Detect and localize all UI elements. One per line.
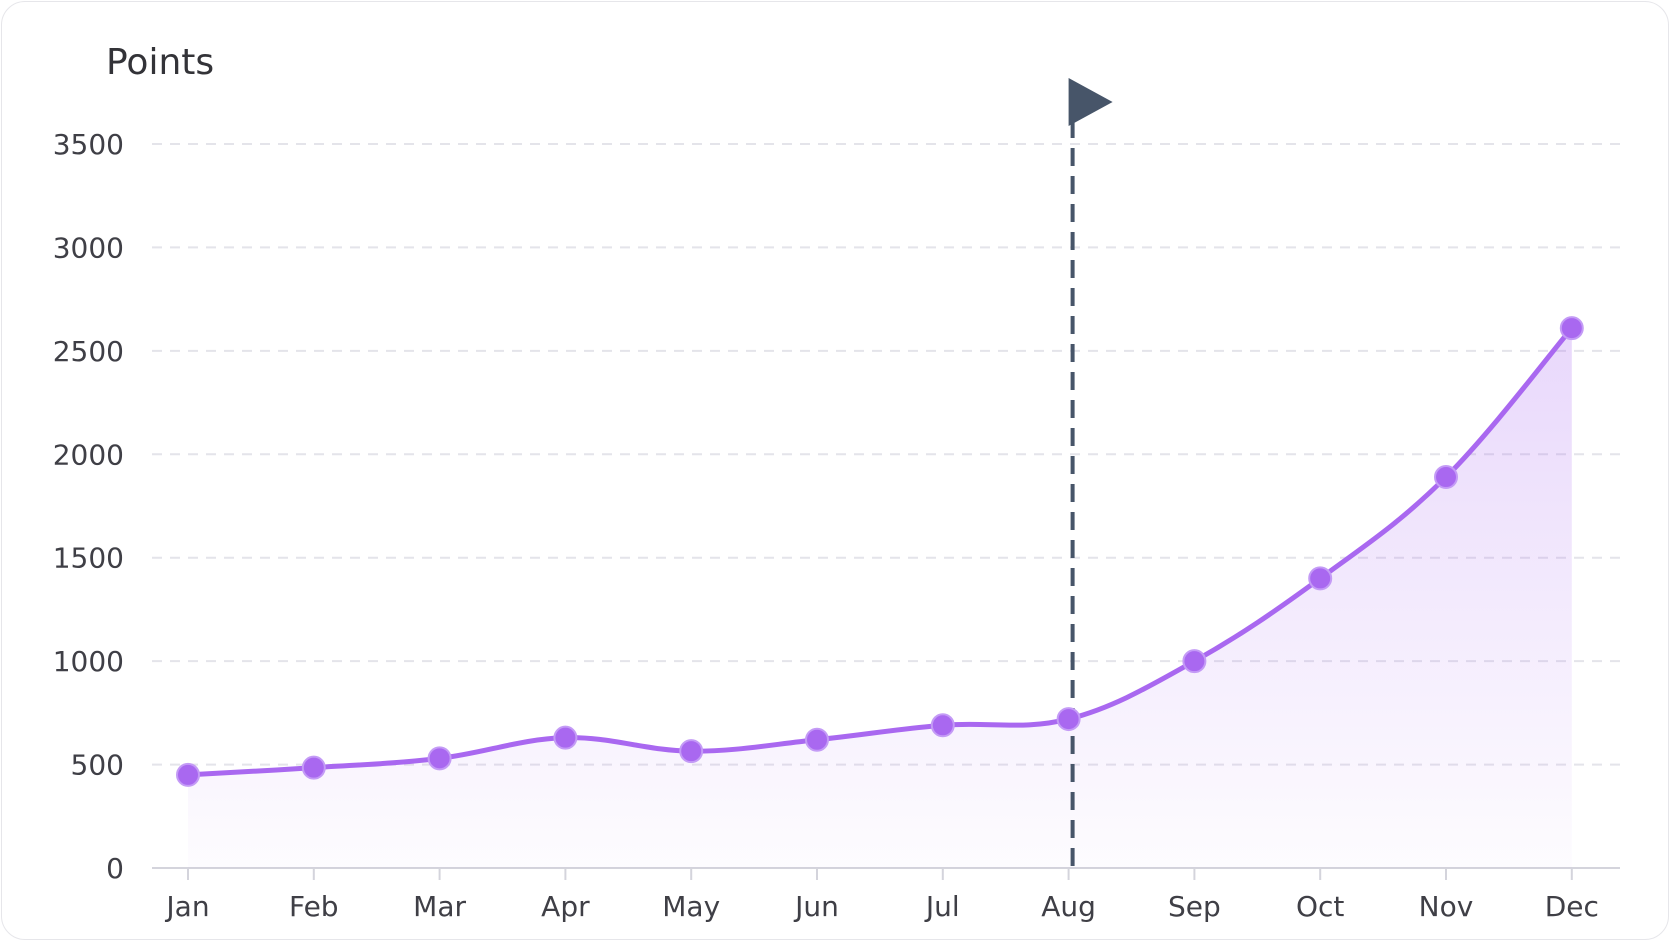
x-tick-label: Dec (1545, 890, 1599, 923)
data-point (679, 739, 704, 764)
data-point (301, 755, 326, 780)
data-points (176, 316, 1584, 787)
x-axis-ticks: Jan Feb Mar Apr May Jun Jul Aug Sep Oct Nov Dec (164, 868, 1599, 923)
data-point (1308, 566, 1333, 591)
event-marker (1068, 78, 1113, 868)
x-tick-label: Jan (164, 890, 209, 923)
data-point (1559, 316, 1584, 341)
data-point (1182, 649, 1207, 674)
data-point (930, 713, 955, 738)
y-tick-label: 3500 (53, 128, 124, 161)
y-tick-label: 0 (106, 852, 124, 885)
y-axis-title: Points (106, 42, 214, 83)
x-tick-label: Nov (1419, 890, 1474, 923)
x-tick-label: Feb (289, 890, 339, 923)
data-point (553, 725, 578, 750)
x-tick-label: Jul (924, 890, 960, 923)
y-tick-label: 1000 (53, 645, 124, 678)
x-tick-label: Apr (541, 890, 590, 923)
x-tick-label: Oct (1296, 890, 1344, 923)
x-tick-label: Sep (1168, 890, 1221, 923)
x-tick-label: Mar (413, 890, 466, 923)
data-point (1056, 707, 1081, 732)
y-tick-label: 1500 (53, 542, 124, 575)
x-tick-label: Aug (1041, 890, 1096, 923)
data-point (805, 727, 829, 752)
data-point (176, 762, 200, 787)
x-tick-label: May (662, 890, 720, 923)
y-tick-label: 2000 (53, 438, 124, 471)
y-tick-label: 500 (71, 749, 124, 782)
y-tick-label: 2500 (53, 335, 124, 368)
x-tick-label: Jun (793, 890, 839, 923)
y-tick-label: 3000 (53, 231, 124, 264)
data-point (427, 746, 452, 771)
y-axis-ticks: 0 500 1000 1500 2000 2500 3000 3500 (53, 128, 124, 885)
series-area (188, 328, 1572, 868)
flag-icon (1068, 78, 1113, 126)
data-point (1434, 465, 1458, 490)
